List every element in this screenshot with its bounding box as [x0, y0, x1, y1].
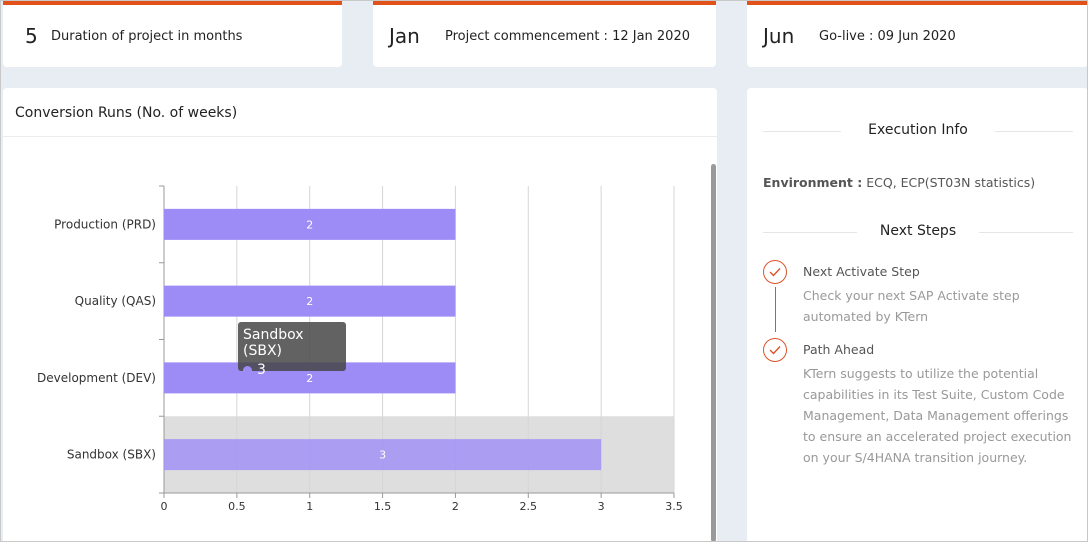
execution-info-panel: Execution Info Environment : ECQ, ECP(ST… — [747, 88, 1088, 542]
step-title: Next Activate Step — [803, 264, 920, 279]
vertical-scrollbar[interactable] — [711, 164, 716, 542]
step-description: Check your next SAP Activate step automa… — [803, 288, 1020, 324]
bar-value-label: 2 — [306, 372, 313, 385]
kpi-card-go-live: Jun Go-live : 09 Jun 2020 — [747, 0, 1088, 67]
x-tick-label: 1.5 — [374, 500, 392, 513]
next-steps-heading: Next Steps — [763, 223, 1073, 239]
x-tick-label: 1 — [306, 500, 313, 513]
x-tick-label: 3.5 — [665, 500, 683, 513]
heading-text: Next Steps — [879, 223, 957, 239]
heading-divider — [763, 131, 841, 132]
x-tick-label: 0.5 — [228, 500, 246, 513]
conversion-runs-panel: Conversion Runs (No. of weeks) 0 0.5 1 1.5 2… — [3, 88, 717, 542]
category-label: Production (PRD) — [54, 217, 156, 231]
x-tick-label: 3 — [598, 500, 605, 513]
environment-info: Environment : ECQ, ECP(ST03N statistics) — [763, 175, 1035, 190]
kpi-value: Jun — [763, 24, 795, 48]
bar — [164, 439, 602, 471]
x-tick-label: 2.5 — [520, 500, 538, 513]
heading-divider — [979, 232, 1073, 233]
tooltip-title: Sandbox (SBX) — [243, 327, 304, 359]
series-dot-icon — [243, 365, 252, 375]
execution-info-heading: Execution Info — [763, 122, 1073, 138]
kpi-label: Go-live : 09 Jun 2020 — [819, 28, 956, 44]
category-label: Development (DEV) — [37, 371, 156, 385]
category-label: Sandbox (SBX) — [67, 448, 156, 462]
kpi-card-duration: 5 Duration of project in months — [3, 0, 342, 67]
bar-value-label: 2 — [306, 218, 313, 231]
tooltip-value: 3 — [257, 362, 266, 378]
conversion-runs-chart: 0 0.5 1 1.5 2 2.5 3 3.5 2 Production (PRD) 2 Qualit… — [37, 185, 683, 513]
heading-text: Execution Info — [868, 122, 968, 138]
kpi-card-commencement: Jan Project commencement : 12 Jan 2020 — [373, 0, 716, 67]
kpi-value: Jan — [389, 24, 420, 48]
bar — [164, 285, 456, 317]
kpi-label: Duration of project in months — [51, 28, 243, 44]
x-tick-label: 2 — [452, 500, 459, 513]
chart-tooltip: Sandbox (SBX) 3 — [238, 322, 346, 378]
bar-value-label: 2 — [306, 295, 313, 308]
step-description: KTern suggests to utilize the potential … — [803, 366, 1072, 465]
kpi-value: 5 — [25, 24, 38, 48]
chart-title: Conversion Runs (No. of weeks) — [3, 88, 717, 137]
environment-label: Environment : — [763, 175, 863, 190]
kpi-label: Project commencement : 12 Jan 2020 — [445, 28, 690, 44]
bar-value-label: 3 — [379, 449, 386, 462]
tooltip-row: 3 — [243, 362, 346, 378]
heading-divider — [763, 232, 857, 233]
step-title: Path Ahead — [803, 342, 875, 357]
check-icon — [763, 338, 787, 362]
heading-divider — [995, 131, 1073, 132]
step-connector — [775, 287, 776, 332]
category-label: Quality (QAS) — [75, 294, 156, 308]
environment-value: ECQ, ECP(ST03N statistics) — [866, 175, 1036, 190]
check-icon — [763, 260, 787, 284]
x-tick-label: 0 — [161, 500, 168, 513]
bar — [164, 208, 456, 240]
